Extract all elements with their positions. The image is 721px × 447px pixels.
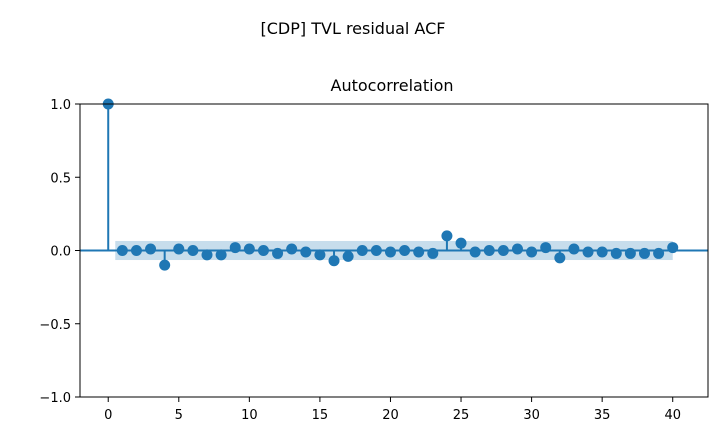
acf-point-lag-9 [229, 242, 241, 254]
acf-point-lag-27 [483, 245, 495, 256]
acf-point-lag-8 [215, 249, 227, 261]
acf-point-lag-36 [610, 247, 622, 259]
acf-point-lag-26 [469, 246, 481, 258]
acf-point-lag-2 [130, 245, 142, 256]
acf-point-lag-28 [497, 245, 509, 256]
acf-point-lag-35 [596, 246, 608, 258]
acf-point-lag-19 [370, 245, 382, 256]
acf-point-lag-39 [653, 247, 665, 259]
x-tick-label: 30 [523, 408, 540, 423]
y-tick-label: 0.0 [50, 245, 71, 260]
x-tick-label: 40 [664, 408, 681, 423]
acf-point-lag-33 [568, 243, 580, 255]
figure-suptitle: [CDP] TVL residual ACF [261, 19, 446, 38]
x-tick-label: 20 [382, 408, 399, 423]
x-tick-label: 0 [104, 408, 112, 423]
y-tick-label: −0.5 [39, 318, 71, 333]
acf-point-lag-14 [300, 246, 312, 258]
x-tick-label: 35 [594, 408, 611, 423]
acf-point-lag-21 [399, 245, 411, 256]
acf-point-lag-10 [243, 243, 255, 255]
x-tick-label: 25 [453, 408, 470, 423]
acf-point-lag-7 [201, 249, 213, 261]
y-tick-label: 1.0 [50, 98, 71, 113]
x-tick-label: 5 [175, 408, 183, 423]
acf-point-lag-24 [441, 230, 453, 242]
acf-point-lag-25 [455, 237, 467, 249]
acf-point-lag-31 [540, 242, 552, 254]
y-axis: 1.0 0.5 0.0 −0.5 −1.0 [39, 98, 80, 406]
acf-point-lag-6 [187, 245, 199, 256]
acf-point-lag-15 [314, 249, 326, 261]
acf-point-lag-17 [342, 250, 354, 262]
acf-point-lag-32 [554, 252, 566, 264]
acf-point-lag-5 [173, 243, 185, 255]
y-tick-label: −1.0 [39, 391, 71, 406]
plot-area: 0 5 10 15 20 25 30 35 40 1.0 0.5 0.0 −0.5 −1.0 [39, 98, 709, 423]
x-axis: 0 5 10 15 20 25 30 35 40 [104, 397, 681, 423]
acf-point-lag-13 [286, 243, 298, 255]
acf-point-lag-1 [116, 245, 128, 256]
x-tick-label: 10 [241, 408, 258, 423]
y-tick-label: 0.5 [50, 171, 71, 186]
x-tick-label: 15 [312, 408, 329, 423]
acf-point-lag-11 [257, 245, 269, 256]
acf-point-lag-3 [145, 243, 157, 255]
acf-point-lag-12 [272, 247, 284, 259]
acf-point-lag-20 [384, 246, 396, 258]
axes-title: Autocorrelation [331, 76, 454, 95]
acf-point-lag-29 [511, 243, 523, 255]
acf-point-lag-38 [638, 247, 650, 259]
acf-point-lag-30 [526, 246, 538, 258]
acf-point-lag-40 [667, 242, 679, 254]
acf-point-lag-23 [427, 247, 439, 259]
acf-point-lag-18 [356, 245, 368, 256]
stem-layer [102, 98, 679, 271]
acf-point-lag-16 [328, 255, 340, 267]
acf-point-lag-4 [159, 259, 171, 271]
acf-point-lag-37 [624, 247, 636, 259]
acf-point-lag-34 [582, 246, 594, 258]
acf-point-lag-22 [413, 246, 425, 258]
